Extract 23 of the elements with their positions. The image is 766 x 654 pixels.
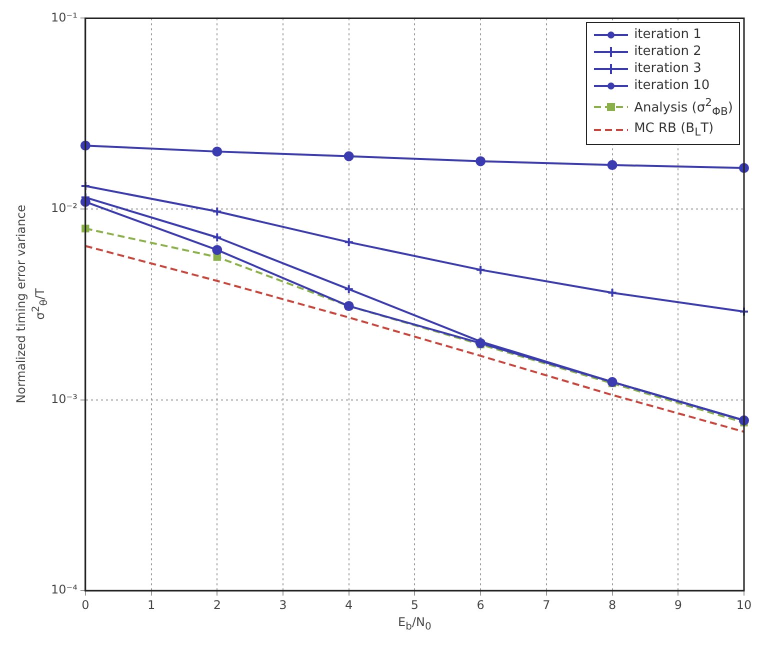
x-tick-label: 7 [542, 598, 550, 612]
x-tick-label: 8 [608, 598, 616, 612]
y-tick-label: 10⁻² [50, 201, 78, 216]
x-tick-label: 5 [410, 598, 419, 612]
x-tick-label: 2 [213, 598, 221, 612]
legend-label: iteration 1 [634, 26, 702, 44]
legend-label: iteration 10 [634, 77, 710, 94]
y-tick-label: 10⁻⁴ [50, 582, 78, 597]
legend-label: iteration 3 [634, 60, 702, 78]
x-tick-label: 4 [345, 598, 353, 612]
legend-label: MC RB (B$_{L}$T) [634, 120, 714, 141]
x-tick-label: 0 [82, 598, 90, 612]
x-tick-label: 10 [736, 598, 752, 612]
x-tick-label: 3 [279, 598, 287, 612]
x-tick-label: 9 [674, 598, 682, 612]
y-tick-label: 10⁻¹ [50, 10, 78, 24]
x-tick-label: 6 [476, 598, 484, 612]
x-axis-title: E$_{b}$/N$_{0}$ [398, 614, 432, 632]
y-axis-title: Normalized timing error variance [12, 205, 29, 404]
x-tick-label: 1 [147, 598, 156, 612]
legend-label: Analysis (σ$^{2}$$_{ΦB}$) [634, 95, 733, 120]
y-tick-label: 10⁻³ [50, 392, 78, 406]
legend-label: iteration 2 [634, 43, 702, 60]
